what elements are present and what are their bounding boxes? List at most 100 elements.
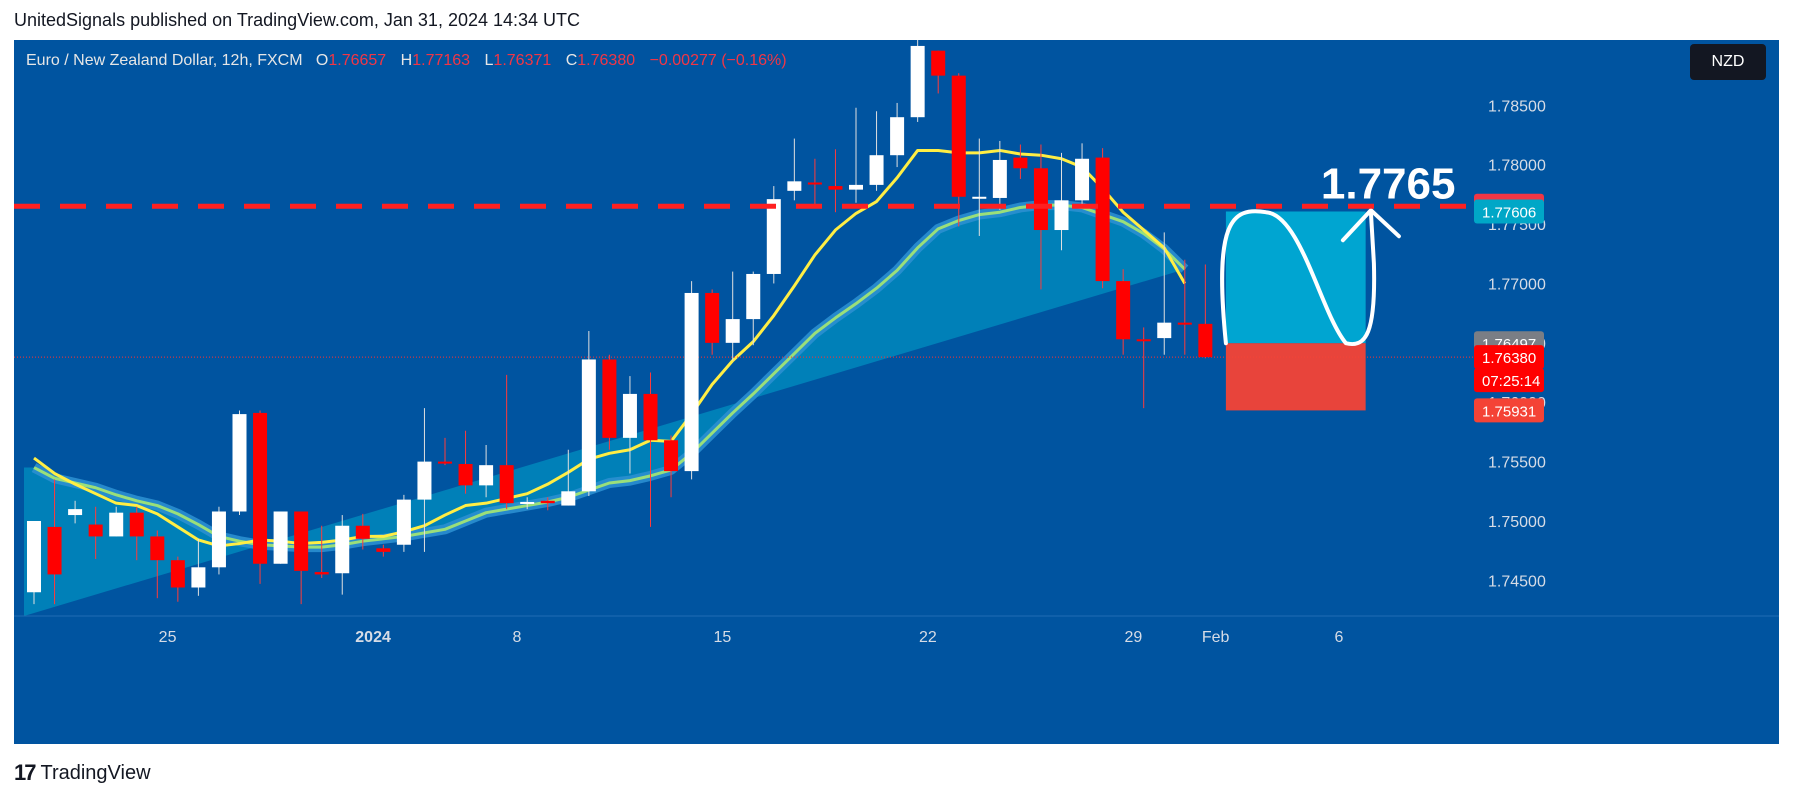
ema-area-fill (24, 205, 1185, 616)
candle-body (355, 525, 370, 539)
candle-body (314, 572, 329, 575)
candle-body (150, 536, 165, 561)
candle-body (232, 414, 247, 512)
candle-body (458, 463, 473, 486)
candle-body (664, 440, 679, 472)
legend-low-label: L (484, 52, 494, 69)
x-axis-tick-label: 25 (159, 629, 177, 646)
candle-body (622, 393, 637, 438)
legend-symbol[interactable]: Euro / New Zealand Dollar, 12h, FXCM (26, 52, 303, 69)
candle-body (417, 461, 432, 500)
candle-body (1075, 158, 1090, 201)
x-axis-tick-label: 2024 (355, 629, 391, 646)
candle-body (972, 196, 987, 199)
price-label-text: 1.77606 (1482, 204, 1536, 221)
candle-body (294, 511, 309, 571)
price-label-stop: 1.75931 (1474, 398, 1544, 423)
candle-body (910, 45, 925, 118)
candle-body (479, 465, 494, 486)
x-axis-tick-label: Feb (1202, 629, 1230, 646)
candle-body (191, 567, 206, 588)
candle-body (253, 412, 268, 564)
candle-body (684, 292, 699, 472)
chart-legend: Euro / New Zealand Dollar, 12h, FXCM O1.… (26, 52, 787, 70)
x-axis-tick-label: 15 (714, 629, 732, 646)
candle-body (47, 526, 62, 575)
price-label-target: 1.77606 (1474, 199, 1544, 224)
legend-low: 1.76371 (493, 52, 552, 69)
y-axis-tick-label: 1.75000 (1488, 514, 1546, 531)
candle-body (273, 511, 288, 564)
candle-body (951, 75, 966, 197)
legend-close-label: C (565, 52, 578, 69)
price-label-text: 1.75931 (1482, 403, 1536, 420)
tradingview-logo[interactable]: 17 TradingView (14, 760, 151, 786)
candle-body (849, 184, 863, 190)
price-label-last: 1.76380 (1474, 345, 1544, 370)
target-price-annotation: 1.7765 (1321, 159, 1456, 208)
arrow-head-drawing (1340, 207, 1401, 243)
target-zone (1225, 211, 1366, 344)
candle-body (1177, 322, 1192, 325)
x-axis-tick-label: 8 (512, 629, 521, 646)
tradingview-logo-mark: 17 (14, 760, 37, 785)
legend-change: −0.00277 (−0.16%) (649, 52, 787, 69)
candle-body (129, 512, 144, 537)
y-axis-tick-label: 1.78500 (1488, 98, 1546, 115)
price-label-text: 07:25:14 (1482, 373, 1540, 390)
tradingview-brand: TradingView (40, 761, 151, 784)
candle-body (499, 465, 514, 504)
x-axis-tick-label: 22 (919, 629, 937, 646)
candle-body (643, 393, 658, 441)
candle-body (520, 501, 535, 504)
chart-area[interactable]: 1.77651.745001.750001.755001.760001.7650… (14, 40, 1779, 744)
candle-body (869, 155, 884, 185)
candle-body (766, 199, 781, 274)
price-label-box (1474, 368, 1544, 393)
candle-body (211, 511, 226, 568)
candle-body (335, 525, 350, 574)
legend-high-label: H (400, 52, 413, 69)
candle-body (1095, 157, 1110, 282)
candle-body (1054, 200, 1069, 231)
stop-zone (1225, 343, 1366, 411)
published-line: UnitedSignals published on TradingView.c… (14, 10, 581, 30)
x-axis-tick-label: 6 (1334, 629, 1343, 646)
candle-body (170, 560, 185, 588)
candle-body (1198, 323, 1213, 358)
candle-body (890, 117, 905, 156)
candle-body (602, 359, 617, 438)
candle-body (1136, 339, 1151, 342)
price-label-box (1474, 199, 1544, 224)
y-axis-tick-label: 1.74500 (1488, 573, 1546, 590)
candle-body (807, 182, 822, 185)
candle-body (540, 500, 555, 504)
price-label-countdown: 07:25:14 (1474, 368, 1544, 393)
candle-body (109, 512, 124, 537)
candle-body (396, 499, 411, 545)
x-axis-tick-label: 29 (1125, 629, 1143, 646)
candle-body (787, 181, 802, 191)
candle-body (746, 273, 761, 320)
candle-body (931, 50, 946, 76)
legend-open-label: O (315, 52, 329, 69)
candle-body (1013, 157, 1028, 169)
candle-body (1157, 322, 1172, 339)
candle-body (376, 548, 391, 552)
candle-body (1033, 168, 1048, 231)
candle-body (27, 520, 41, 593)
currency-button[interactable]: NZD (1690, 44, 1766, 80)
candle-body (992, 159, 1007, 198)
candle-body (1116, 281, 1131, 340)
candle-body (88, 524, 103, 537)
price-label-text: 1.76380 (1482, 350, 1536, 367)
y-axis-tick-label: 1.78000 (1488, 158, 1546, 175)
candle-body (581, 359, 596, 492)
candle-body (705, 292, 720, 343)
candle-body (561, 491, 576, 506)
y-axis-tick-label: 1.75500 (1488, 455, 1546, 472)
legend-open: 1.76657 (328, 52, 387, 69)
legend-high: 1.77163 (412, 52, 471, 69)
price-chart[interactable]: 1.77651.745001.750001.755001.760001.7650… (14, 40, 1779, 744)
candle-body (828, 186, 843, 190)
